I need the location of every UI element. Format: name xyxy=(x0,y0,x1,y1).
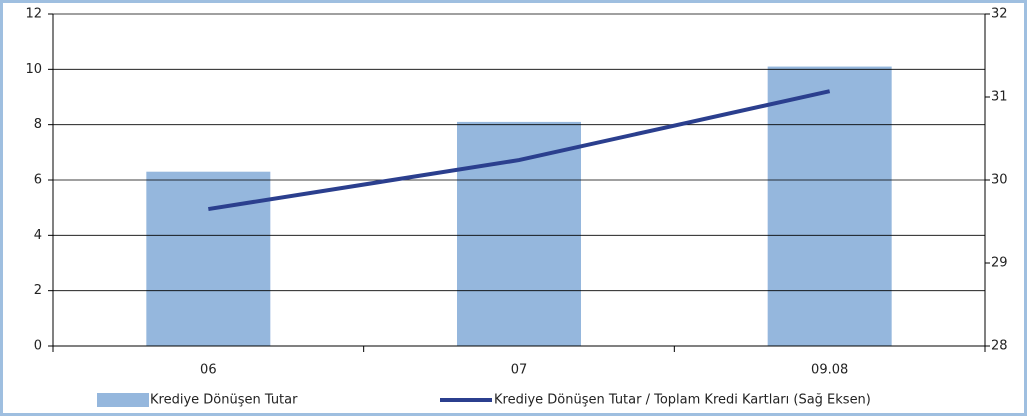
bar xyxy=(767,66,892,347)
y2-tick-label: 30 xyxy=(991,173,1008,188)
x-tick-label: 06 xyxy=(200,363,217,378)
y2-tick-label: 31 xyxy=(991,90,1008,105)
x-tick-label: 09.08 xyxy=(811,363,848,378)
line xyxy=(208,89,831,212)
y2-tick-label: 28 xyxy=(991,339,1008,354)
y-tick-label: 12 xyxy=(25,7,42,22)
bar xyxy=(146,171,271,346)
y2-tick-label: 32 xyxy=(991,7,1008,22)
legend-label: Krediye Dönüşen Tutar xyxy=(150,393,298,408)
y-tick-label: 10 xyxy=(25,62,42,77)
y-tick-label: 4 xyxy=(34,228,42,243)
legend-swatch xyxy=(97,393,149,407)
bar xyxy=(457,121,581,347)
legend-label: Krediye Dönüşen Tutar / Toplam Kredi Kar… xyxy=(494,393,871,408)
y-tick-label: 8 xyxy=(34,117,42,132)
y-tick-label: 0 xyxy=(34,339,42,354)
y-tick-label: 2 xyxy=(34,283,42,298)
y2-tick-label: 29 xyxy=(991,256,1008,271)
y-tick-label: 6 xyxy=(34,173,42,188)
x-tick-label: 07 xyxy=(511,363,528,378)
